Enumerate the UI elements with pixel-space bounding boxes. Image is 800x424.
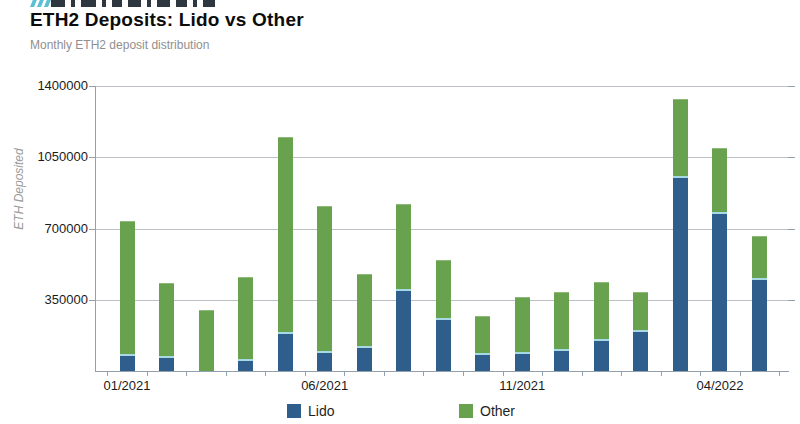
bar-segment-other <box>159 283 174 355</box>
x-tick <box>463 372 464 376</box>
bar-segment-lido <box>673 176 688 371</box>
bar-segment-other <box>436 260 451 318</box>
bar-segment-lido <box>317 351 332 371</box>
bar-segment-lido <box>475 353 490 371</box>
x-tick <box>384 372 385 376</box>
bar-segment-other <box>199 310 214 371</box>
x-tick <box>186 372 187 376</box>
bar-segment-other <box>278 137 293 332</box>
legend-label-other: Other <box>480 403 515 419</box>
bar-segment-lido <box>396 289 411 371</box>
x-tick <box>582 372 583 376</box>
chart-subtitle: Monthly ETH2 deposit distribution <box>30 38 209 52</box>
x-tick <box>621 372 622 376</box>
gridline <box>95 86 788 87</box>
x-tick-label: 04/2022 <box>680 378 760 393</box>
bar-segment-other <box>554 292 569 349</box>
x-tick <box>503 372 504 376</box>
chart-figure: ETH2 Deposits: Lido vs Other Monthly ETH… <box>0 0 800 424</box>
bar-segment-lido <box>752 278 767 371</box>
legend-item-lido: Lido <box>287 403 334 419</box>
x-tick <box>779 372 780 376</box>
x-tick <box>107 372 108 376</box>
bar-segment-lido <box>159 356 174 371</box>
bar-segment-lido <box>278 332 293 371</box>
x-tick <box>700 372 701 376</box>
y-tick-label: 1400000 <box>18 78 88 93</box>
bar-segment-lido <box>357 346 372 371</box>
legend-label-lido: Lido <box>308 403 334 419</box>
y-tick-label: 700000 <box>18 221 88 236</box>
bar-segment-lido <box>554 349 569 371</box>
bar-segment-lido <box>594 339 609 371</box>
x-tick <box>265 372 266 376</box>
bar-segment-other <box>317 206 332 351</box>
bar-segment-other <box>515 297 530 352</box>
x-tick-label: 01/2021 <box>87 378 167 393</box>
bar-segment-other <box>633 292 648 331</box>
x-tick-label: 06/2021 <box>285 378 365 393</box>
x-tick <box>740 372 741 376</box>
x-tick <box>344 372 345 376</box>
y-axis-line <box>95 86 96 371</box>
y-tick-right <box>788 157 795 158</box>
x-tick <box>226 372 227 376</box>
x-tick <box>147 372 148 376</box>
x-axis-line <box>95 371 789 372</box>
y-tick-right <box>788 300 795 301</box>
x-tick <box>423 372 424 376</box>
y-tick-right <box>788 229 795 230</box>
bar-segment-other <box>357 274 372 345</box>
x-tick <box>661 372 662 376</box>
bar-segment-other <box>475 316 490 353</box>
bar-segment-other <box>238 277 253 358</box>
bar-segment-lido <box>633 330 648 371</box>
bar-segment-lido <box>712 212 727 371</box>
y-tick-label: 1050000 <box>18 149 88 164</box>
bar-segment-other <box>673 99 688 175</box>
bar-segment-other <box>594 282 609 339</box>
chart-title: ETH2 Deposits: Lido vs Other <box>30 9 304 31</box>
x-tick <box>305 372 306 376</box>
bar-segment-lido <box>120 354 135 371</box>
bar-segment-other <box>396 204 411 288</box>
x-tick <box>542 372 543 376</box>
legend-item-other: Other <box>459 403 515 419</box>
y-tick-right <box>788 86 795 87</box>
lido-swatch-icon <box>287 404 301 418</box>
bar-segment-other <box>712 148 727 212</box>
legend: Lido Other <box>0 403 800 423</box>
bar-segment-lido <box>436 318 451 371</box>
other-swatch-icon <box>459 404 473 418</box>
bar-segment-other <box>120 221 135 353</box>
bar-segment-lido <box>515 352 530 371</box>
bar-segment-lido <box>238 359 253 371</box>
y-tick-label: 350000 <box>18 292 88 307</box>
cropped-logo-fragment <box>30 0 230 7</box>
x-tick-label: 11/2021 <box>482 378 562 393</box>
bar-segment-other <box>752 236 767 279</box>
